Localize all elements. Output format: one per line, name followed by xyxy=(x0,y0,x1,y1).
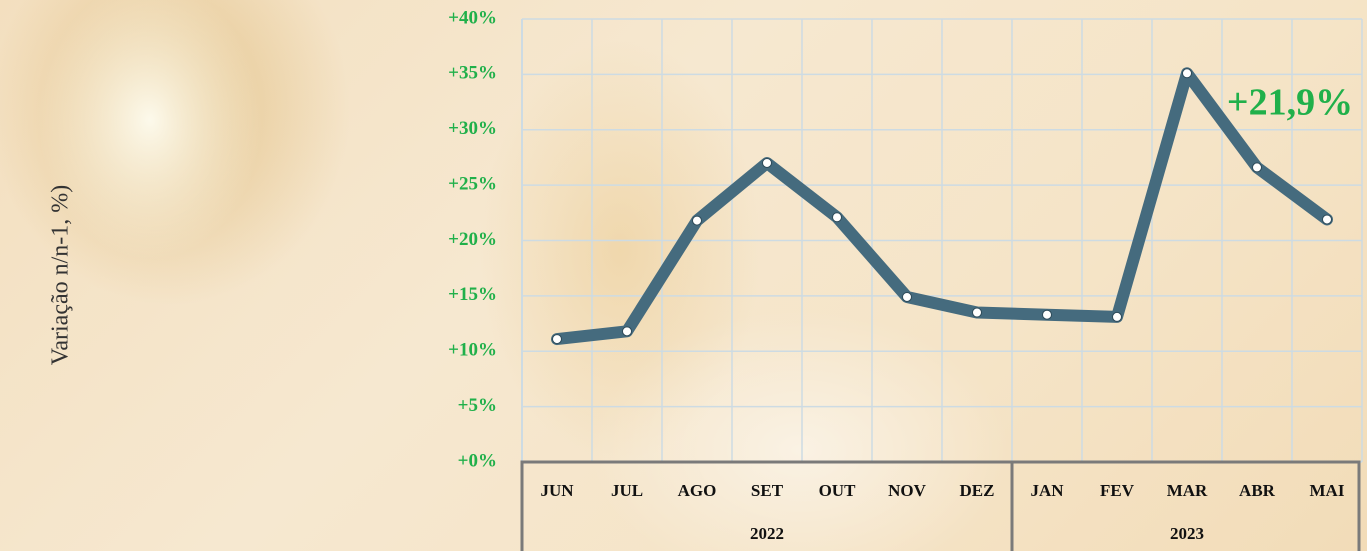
point xyxy=(763,158,772,167)
y-tick-label: +15% xyxy=(448,284,497,305)
point xyxy=(833,213,842,222)
x-tick-label: MAR xyxy=(1167,481,1208,500)
point xyxy=(1253,163,1262,172)
point xyxy=(1043,310,1052,319)
x-tick-label: ABR xyxy=(1239,481,1276,500)
group-label: 2023 xyxy=(1170,524,1204,543)
y-tick-label: +30% xyxy=(448,118,497,139)
x-tick-label: SET xyxy=(751,481,784,500)
category-table xyxy=(522,462,1359,551)
y-tick-label: +10% xyxy=(448,340,497,361)
y-tick-label: +5% xyxy=(458,395,497,416)
y-tick-label: +35% xyxy=(448,63,497,84)
x-tick-label: JAN xyxy=(1030,481,1064,500)
annotation: +21,9% xyxy=(1227,82,1353,124)
x-tick-label: MAI xyxy=(1310,481,1345,500)
x-tick-label: OUT xyxy=(819,481,857,500)
y-tick-label: +20% xyxy=(448,229,497,250)
chart: Variação n/n-1, %) +0% +5% +10% +15% +20% +25… xyxy=(0,0,1367,551)
x-tick-label: JUN xyxy=(540,481,574,500)
y-axis-label: Variação n/n-1, %) xyxy=(48,185,74,366)
x-tick-label: AGO xyxy=(678,481,717,500)
point xyxy=(1323,215,1332,224)
y-tick-label: +25% xyxy=(448,173,497,194)
point xyxy=(973,308,982,317)
page: Variação n/n-1, %) +0% +5% +10% +15% +20% +25… xyxy=(0,0,1367,551)
x-tick-label: JUL xyxy=(611,481,643,500)
point xyxy=(553,335,562,344)
point xyxy=(1183,69,1192,78)
x-tick-label: FEV xyxy=(1100,481,1135,500)
y-tick-label: +0% xyxy=(458,450,497,471)
group-label: 2022 xyxy=(750,524,784,543)
point xyxy=(693,216,702,225)
y-tick-label: +40% xyxy=(448,7,497,28)
point xyxy=(1113,312,1122,321)
point xyxy=(903,292,912,301)
point xyxy=(623,327,632,336)
x-tick-label: NOV xyxy=(888,481,927,500)
x-tick-label: DEZ xyxy=(960,481,995,500)
